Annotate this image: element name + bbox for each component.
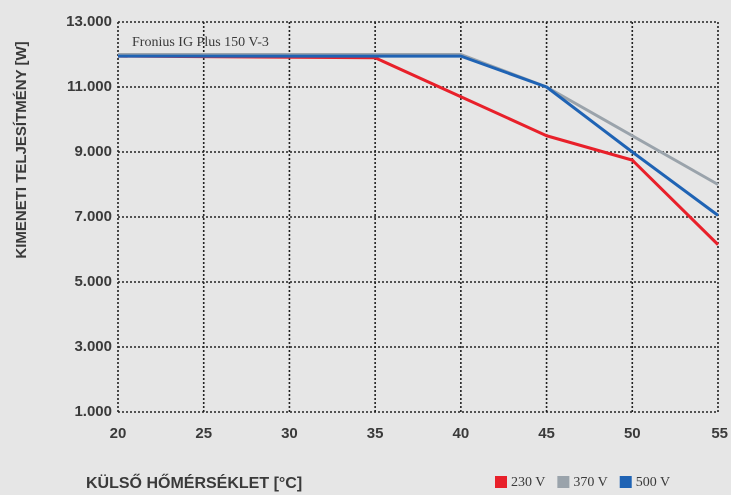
y-tick-label: 11.000 [67, 78, 112, 95]
x-tick-label: 35 [367, 425, 384, 442]
legend-label: 370 V [573, 475, 607, 490]
x-tick-label: 25 [195, 425, 212, 442]
y-tick-label: 5.000 [74, 273, 112, 290]
annotation: Fronius IG Plus 150 V-3 [132, 35, 269, 50]
legend-swatch [495, 476, 507, 488]
series-line [118, 54, 719, 217]
y-tick-label: 3.000 [74, 338, 112, 355]
legend-label: 500 V [636, 475, 670, 490]
x-axis-label: KÜLSŐ HŐMÉRSÉKLET [°C] [86, 473, 302, 492]
legend-swatch [619, 476, 632, 488]
series-line [118, 53, 719, 186]
y-tick-label: 9.000 [74, 143, 112, 160]
x-tick-label: 40 [453, 425, 470, 442]
x-tick-label: 20 [110, 425, 127, 442]
y-axis-label: KIMENETI TELJESÍTMÉNY [W] [13, 41, 30, 258]
y-tick-label: 13.000 [66, 13, 112, 30]
legend-label: 230 V [511, 475, 545, 490]
x-tick-label: 30 [281, 425, 298, 442]
x-tick-label: 45 [538, 425, 555, 442]
y-tick-label: 7.000 [74, 208, 112, 225]
legend-swatch [557, 476, 570, 488]
x-tick-label: 55 [711, 425, 728, 442]
y-tick-label: 1.000 [74, 403, 112, 420]
x-tick-label: 50 [624, 425, 641, 442]
